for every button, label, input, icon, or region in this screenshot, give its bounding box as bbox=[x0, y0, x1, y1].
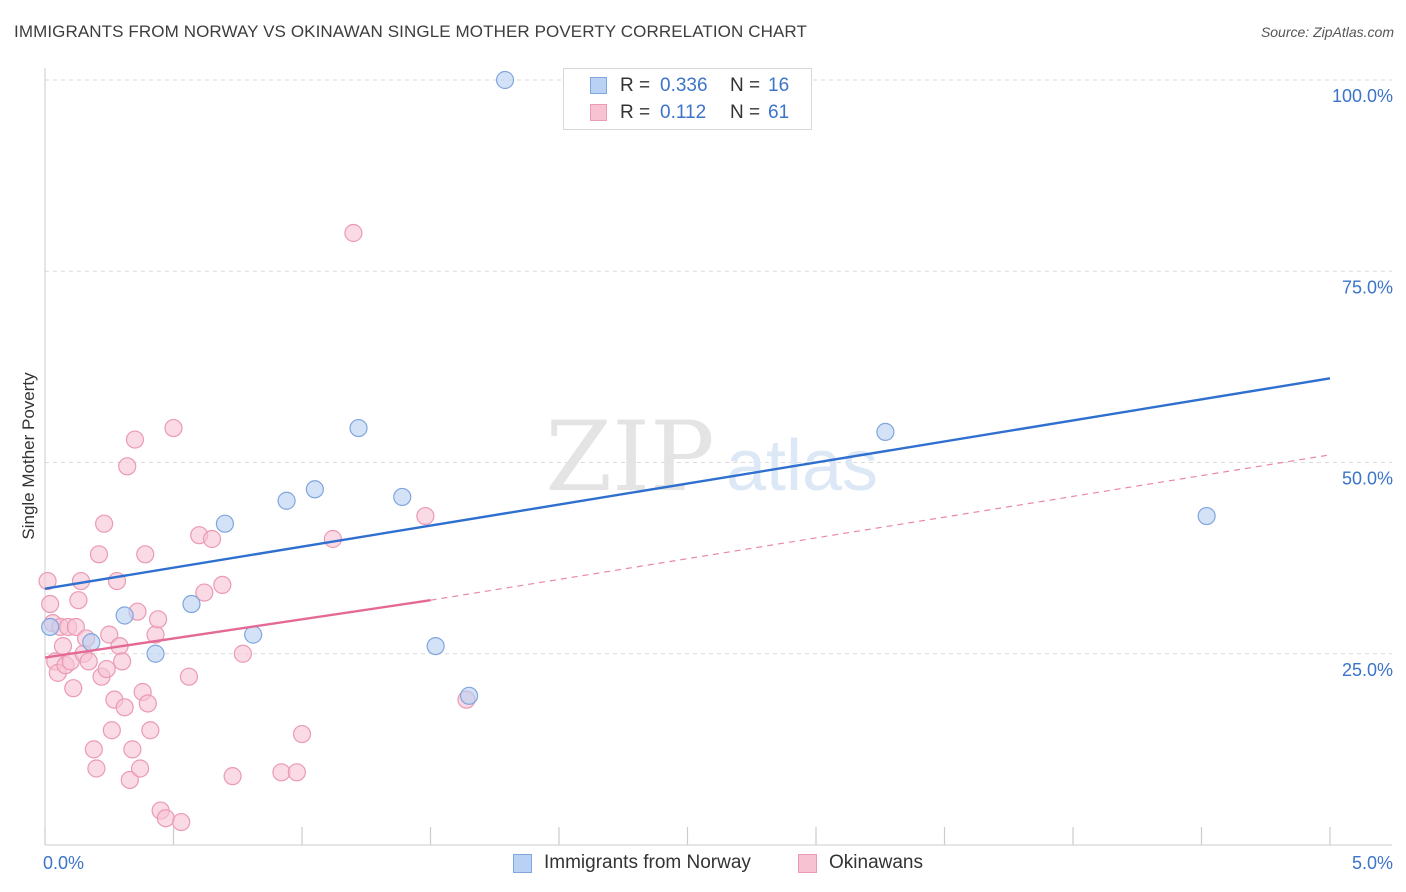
okinawa-point bbox=[344, 223, 363, 243]
norway-point bbox=[393, 487, 412, 507]
okinawa-point bbox=[38, 571, 57, 591]
okinawa-point bbox=[118, 457, 137, 476]
n-label: N = bbox=[730, 102, 761, 123]
okinawa-point bbox=[64, 679, 83, 698]
chart-title: IMMIGRANTS FROM NORWAY VS OKINAWAN SINGL… bbox=[14, 22, 807, 41]
okinawa-point bbox=[53, 636, 73, 656]
okinawa-point bbox=[89, 545, 109, 564]
norway-point bbox=[459, 686, 479, 705]
norway-point bbox=[215, 514, 234, 533]
norway-point bbox=[349, 418, 368, 438]
okinawa-point bbox=[272, 763, 291, 782]
n-value: 61 bbox=[768, 102, 790, 123]
x-tick-label: 5.0% bbox=[1352, 853, 1393, 873]
r-label: R = bbox=[620, 75, 651, 96]
okinawa-point bbox=[115, 698, 134, 717]
okinawa-point bbox=[416, 506, 435, 526]
okinawa-point bbox=[179, 667, 199, 686]
norway-point bbox=[426, 636, 445, 656]
norway-point bbox=[1197, 506, 1216, 526]
okinawa-point bbox=[112, 652, 132, 671]
y-axis-label: Single Mother Poverty bbox=[19, 372, 38, 540]
watermark: ZIP atlas bbox=[545, 401, 878, 513]
okinawa-point bbox=[164, 418, 183, 438]
okinawa-trend-extension bbox=[430, 454, 1331, 601]
okinawa-point bbox=[136, 545, 155, 564]
okinawa-point bbox=[213, 575, 232, 595]
okinawa-legend-swatch bbox=[798, 854, 817, 873]
grid-layer bbox=[45, 79, 1392, 655]
okinawa-point bbox=[102, 721, 121, 740]
points-layer bbox=[38, 70, 1216, 832]
okinawa-point bbox=[84, 740, 103, 759]
okinawa-point bbox=[292, 724, 312, 744]
okinawa-point bbox=[95, 514, 114, 533]
y-tick-label: 25.0% bbox=[1342, 660, 1393, 680]
okinawa-point bbox=[138, 694, 157, 713]
norway-legend-label: Immigrants from Norway bbox=[544, 852, 751, 873]
okinawa-point bbox=[141, 721, 160, 740]
norway-point bbox=[115, 606, 134, 625]
okinawa-point bbox=[66, 617, 85, 637]
okinawa-point bbox=[87, 759, 106, 778]
okinawa-point bbox=[223, 767, 242, 786]
okinawa-point bbox=[123, 740, 142, 759]
watermark-zip: ZIP bbox=[545, 401, 714, 513]
n-label: N = bbox=[730, 75, 761, 96]
okinawa-point bbox=[120, 770, 139, 790]
okinawa-point bbox=[172, 812, 191, 832]
okinawa-trend-line bbox=[44, 599, 431, 659]
norway-point bbox=[876, 422, 895, 441]
okinawa-point bbox=[100, 625, 119, 644]
x-tick-label: 0.0% bbox=[43, 853, 84, 873]
norway-point bbox=[305, 480, 324, 499]
r-value: 0.112 bbox=[660, 102, 707, 123]
r-value: 0.336 bbox=[660, 75, 708, 96]
norway-point bbox=[82, 633, 101, 652]
okinawa-point bbox=[323, 529, 342, 549]
norway-point bbox=[277, 491, 296, 510]
norway-point bbox=[146, 644, 165, 663]
okinawa-legend-label: Okinawans bbox=[829, 852, 923, 873]
source-label: Source: ZipAtlas.com bbox=[1260, 24, 1394, 40]
okinawa-point bbox=[148, 610, 168, 629]
okinawa-point bbox=[195, 583, 214, 602]
y-tick-label: 50.0% bbox=[1342, 469, 1393, 489]
okinawa-point bbox=[287, 763, 306, 782]
okinawa-point bbox=[130, 759, 150, 778]
trend-layer bbox=[44, 377, 1331, 659]
norway-legend-swatch bbox=[513, 854, 532, 873]
y-tick-label: 75.0% bbox=[1342, 277, 1393, 297]
tick-label-layer: 100.0% 75.0% 50.0% 25.0% 0.0% 5.0% bbox=[43, 86, 1393, 873]
n-value: 16 bbox=[768, 75, 790, 96]
stats-legend: R = 0.336 N = 16 R = 0.112 N = 61 bbox=[563, 68, 812, 130]
okinawa-point bbox=[79, 652, 98, 671]
norway-point bbox=[495, 70, 515, 90]
okinawa-point bbox=[233, 644, 252, 663]
r-label: R = bbox=[620, 102, 651, 123]
okinawa-swatch bbox=[590, 104, 607, 121]
okinawa-point bbox=[156, 809, 175, 828]
norway-swatch bbox=[590, 77, 607, 94]
norway-point bbox=[41, 617, 60, 637]
axis-layer bbox=[44, 68, 1392, 846]
y-tick-label: 100.0% bbox=[1332, 86, 1393, 106]
norway-trend-line bbox=[44, 377, 1331, 590]
okinawa-point bbox=[41, 594, 60, 614]
norway-point bbox=[182, 594, 201, 614]
okinawa-point bbox=[97, 659, 116, 679]
okinawa-point bbox=[125, 430, 145, 449]
okinawa-point bbox=[69, 591, 88, 610]
okinawa-point bbox=[202, 529, 222, 549]
